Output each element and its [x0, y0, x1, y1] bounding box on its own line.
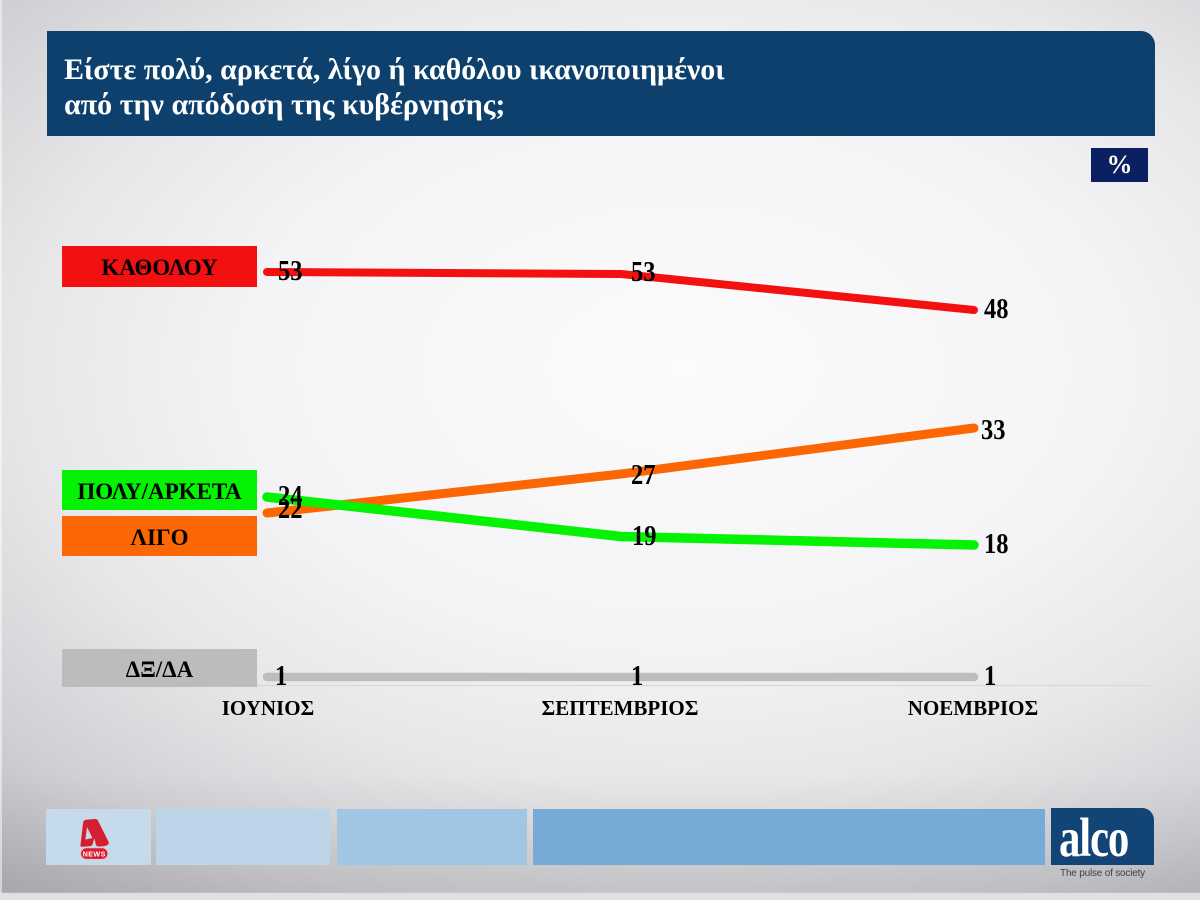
svg-text:NEWS: NEWS — [83, 849, 106, 858]
